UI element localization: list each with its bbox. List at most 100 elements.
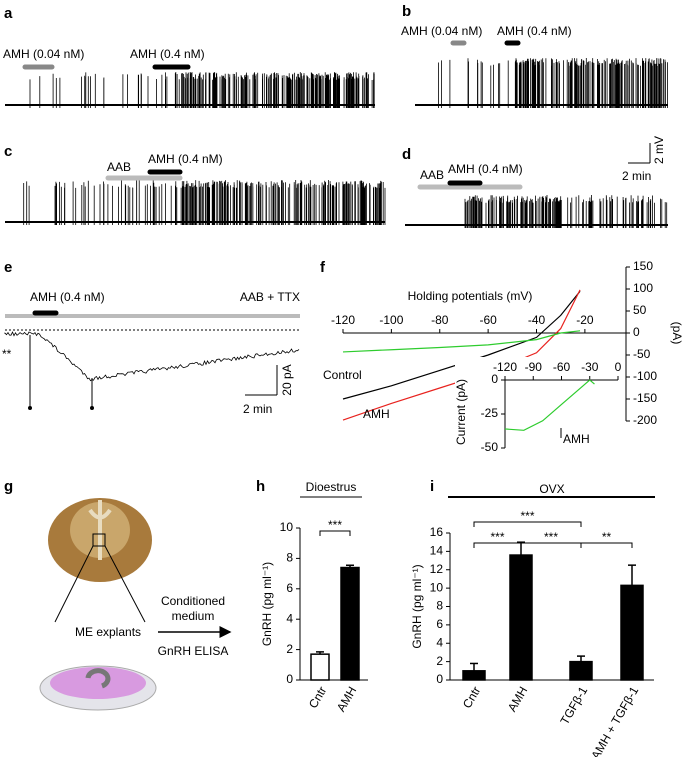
sig-label: *** <box>490 530 504 544</box>
x-tick-label: -80 <box>431 313 449 327</box>
iv-curve <box>342 290 581 400</box>
annotation: AMH (0.04 nM) <box>3 47 84 61</box>
annotation: AMH (0.4 nM) <box>148 152 223 166</box>
label: GnRH ELISA <box>158 644 229 658</box>
sig-label: *** <box>544 530 558 544</box>
y-tick-label: -150 <box>633 391 657 405</box>
y-tick-label: 12 <box>430 562 444 576</box>
scale-label: 20 pA <box>280 364 294 395</box>
x-tick-label: -40 <box>528 313 546 327</box>
y-tick-label: -50 <box>481 440 499 454</box>
y-tick-label: 150 <box>633 259 653 273</box>
panel-label: g <box>4 478 13 495</box>
y-tick-label: 6 <box>286 581 293 595</box>
zoom-line <box>54 545 94 623</box>
trace <box>405 195 668 228</box>
step-dot <box>90 406 94 410</box>
y-tick-label: 4 <box>436 635 443 649</box>
annotation: AMH (0.4 nM) <box>30 290 105 304</box>
panel-label: c <box>4 143 12 160</box>
x-tick-label: Cntr <box>306 684 329 711</box>
annotation: AMH (0.4 nM) <box>497 24 572 38</box>
step-dot <box>28 406 32 410</box>
label: Conditioned <box>161 594 225 608</box>
trace <box>5 180 386 225</box>
y-tick-label: 6 <box>436 617 443 631</box>
panel-label: b <box>402 3 411 20</box>
x-tick-label: AMH <box>334 684 359 714</box>
panel-label: d <box>402 146 411 163</box>
y-axis-label: (pA) <box>670 322 684 345</box>
sig-label: *** <box>328 518 342 532</box>
y-tick-label: 14 <box>430 544 444 558</box>
panel-label: h <box>256 478 265 495</box>
y-tick-label: -25 <box>481 406 499 420</box>
panel-label: a <box>4 5 13 22</box>
sig-bracket <box>473 521 582 527</box>
bar <box>569 660 593 681</box>
y-tick-label: -50 <box>633 347 651 361</box>
annotation: AAB <box>107 160 131 174</box>
chart-title: Dioestrus <box>306 480 357 494</box>
legend-label: AMH <box>363 407 390 421</box>
x-tick-label: -90 <box>525 360 543 374</box>
y-tick-label: 100 <box>633 281 653 295</box>
y-tick-label: 2 <box>286 642 293 656</box>
y-axis-label: Current (pA) <box>454 379 468 445</box>
current-trace <box>4 331 300 382</box>
x-tick-label: -100 <box>379 313 403 327</box>
bar <box>340 566 360 681</box>
sig-bracket <box>580 542 633 548</box>
y-tick-label: 8 <box>436 599 443 613</box>
y-axis-label: GnRH (pg ml⁻¹) <box>410 564 424 648</box>
legend-label: Control <box>323 368 362 382</box>
annotation: AMH (0.04 nM) <box>401 24 482 38</box>
y-tick-label: 10 <box>280 520 294 534</box>
bar <box>310 653 330 681</box>
y-tick-label: 2 <box>436 654 443 668</box>
iv-curve <box>342 330 581 353</box>
x-tick-label: -20 <box>576 313 594 327</box>
y-tick-label: 0 <box>491 372 498 386</box>
x-tick-label: -60 <box>553 360 571 374</box>
y-tick-label: 4 <box>286 611 293 625</box>
x-tick-label: Cntr <box>460 684 483 711</box>
trace <box>415 58 668 108</box>
x-tick-label: -120 <box>493 360 517 374</box>
annotation: ** <box>2 347 12 361</box>
annotation: AAB <box>420 168 444 182</box>
sig-label: *** <box>520 509 534 523</box>
bar <box>620 584 644 681</box>
bar <box>462 670 486 681</box>
x-axis-label: Holding potentials (mV) <box>408 289 533 303</box>
scale-label: 2 mV <box>652 136 666 164</box>
annotation: AAB + TTX <box>240 290 300 304</box>
inset-bg <box>455 357 623 457</box>
y-tick-label: 0 <box>286 672 293 686</box>
chart-title: OVX <box>539 482 564 496</box>
medium <box>50 667 146 699</box>
sig-label: ** <box>602 530 612 544</box>
y-tick-label: -100 <box>633 369 657 383</box>
iv-curve <box>504 379 595 431</box>
annotation: AMH (0.4 nM) <box>448 162 523 176</box>
y-tick-label: 0 <box>436 672 443 686</box>
explant <box>85 668 111 689</box>
y-tick-label: 50 <box>633 303 647 317</box>
y-tick-label: 0 <box>633 325 640 339</box>
x-tick-label: -60 <box>479 313 497 327</box>
annotation: AMH <box>563 432 590 446</box>
x-tick-label: AMH + TGFβ-1 <box>588 684 641 757</box>
x-tick-label: 0 <box>615 360 622 374</box>
y-tick-label: 10 <box>430 580 444 594</box>
panel-label: i <box>430 478 434 495</box>
panel-label: e <box>4 259 12 276</box>
y-tick-label: 8 <box>286 551 293 565</box>
bar <box>509 554 533 681</box>
y-axis-label: GnRH (pg ml⁻¹) <box>260 562 274 646</box>
sig-bracket <box>319 530 351 536</box>
y-tick-label: 16 <box>430 525 444 539</box>
trace <box>5 72 375 108</box>
x-tick-label: -30 <box>581 360 599 374</box>
